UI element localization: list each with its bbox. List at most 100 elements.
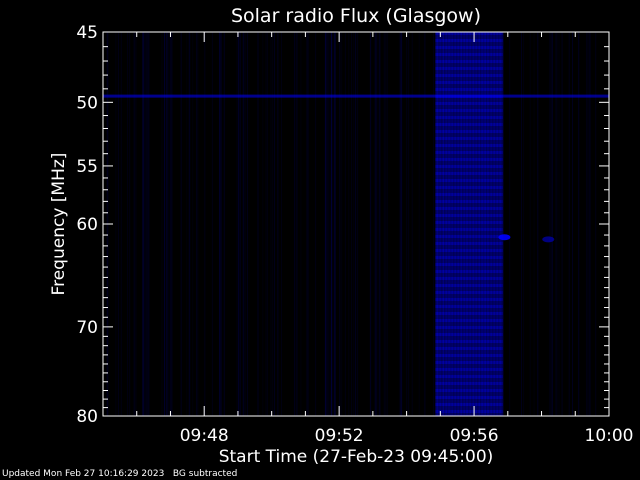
burst-stripe xyxy=(435,256,503,259)
noise-column xyxy=(344,32,346,416)
noise-column xyxy=(146,32,148,416)
noise-column xyxy=(384,32,385,416)
noise-column xyxy=(197,32,199,416)
noise-column xyxy=(521,32,522,416)
burst-stripe xyxy=(435,53,503,56)
noise-column xyxy=(465,32,467,416)
noise-column xyxy=(242,32,244,416)
noise-column xyxy=(306,32,308,416)
noise-column xyxy=(307,32,309,416)
updated-timestamp: Updated Mon Feb 27 10:16:29 2023 xyxy=(2,469,165,479)
burst-column-gap xyxy=(456,32,458,416)
x-tick-label: 09:52 xyxy=(315,426,364,446)
noise-column xyxy=(188,32,189,416)
x-tick-label: 09:56 xyxy=(450,426,499,446)
noise-column xyxy=(378,32,380,416)
burst-stripe xyxy=(435,410,503,413)
noise-column xyxy=(277,32,279,416)
burst-stripe xyxy=(435,186,503,189)
burst-stripe xyxy=(435,137,503,140)
burst-column-gap xyxy=(468,32,470,416)
noise-column xyxy=(551,32,553,416)
noise-column xyxy=(171,32,173,416)
burst-stripe xyxy=(435,305,503,308)
burst-stripe xyxy=(435,382,503,385)
noise-column xyxy=(355,32,357,416)
noise-column xyxy=(129,32,131,416)
burst-stripe xyxy=(435,123,503,126)
noise-column xyxy=(406,32,408,416)
noise-column xyxy=(236,32,238,416)
noise-column xyxy=(143,32,145,416)
noise-column xyxy=(277,32,279,416)
noise-column xyxy=(164,32,166,416)
burst-stripe xyxy=(435,242,503,245)
burst-stripe xyxy=(435,249,503,252)
burst-stripe xyxy=(435,214,503,217)
burst-column-gap xyxy=(438,32,440,416)
burst-stripe xyxy=(435,151,503,154)
noise-column xyxy=(223,32,225,416)
burst-stripe xyxy=(435,228,503,231)
noise-column xyxy=(551,32,553,416)
noise-column xyxy=(589,32,591,416)
y-tick-label: 60 xyxy=(76,215,98,235)
noise-column xyxy=(568,32,570,416)
noise-column xyxy=(324,32,326,416)
noise-column xyxy=(242,32,244,416)
burst-stripe xyxy=(435,340,503,343)
noise-column xyxy=(331,32,333,416)
burst-column-gap xyxy=(483,32,485,416)
burst-column-gap xyxy=(435,32,437,416)
burst-stripe xyxy=(435,375,503,378)
noise-column xyxy=(333,32,335,416)
noise-column xyxy=(244,32,246,416)
noise-column xyxy=(473,32,475,416)
noise-column xyxy=(120,32,122,416)
noise-column xyxy=(326,32,328,416)
noise-column xyxy=(325,32,327,416)
noise-column xyxy=(117,32,119,416)
y-axis-label: Frequency [MHz] xyxy=(49,153,69,296)
burst-column-gap xyxy=(453,32,455,416)
burst-stripe xyxy=(435,333,503,336)
noise-column xyxy=(443,32,444,416)
noise-column xyxy=(549,32,551,416)
burst-stripe xyxy=(435,354,503,357)
noise-column xyxy=(169,32,171,416)
burst-column-gap xyxy=(471,32,473,416)
noise-column xyxy=(307,32,309,416)
chart-title: Solar radio Flux (Glasgow) xyxy=(231,5,481,27)
burst-stripe xyxy=(435,221,503,224)
interference-line xyxy=(103,94,609,98)
noise-column xyxy=(327,32,329,416)
burst-stripe xyxy=(435,158,503,161)
burst-stripe xyxy=(435,368,503,371)
noise-column xyxy=(300,32,301,416)
noise-column xyxy=(437,32,439,416)
noise-column xyxy=(369,32,371,416)
y-tick-label: 45 xyxy=(76,23,98,43)
noise-column xyxy=(558,32,560,416)
noise-column xyxy=(351,32,353,416)
noise-column xyxy=(170,32,172,416)
burst-column-gap xyxy=(444,32,446,416)
burst-stripe xyxy=(435,326,503,329)
noise-column xyxy=(142,32,144,416)
burst-stripe xyxy=(435,291,503,294)
burst-column-gap xyxy=(501,32,503,416)
noise-column xyxy=(374,32,376,416)
noise-column xyxy=(196,32,198,416)
burst-stripe xyxy=(435,102,503,105)
signal-spot xyxy=(498,234,511,241)
noise-column xyxy=(147,32,149,416)
noise-column xyxy=(578,32,580,416)
noise-column xyxy=(354,32,356,416)
y-tick-label: 50 xyxy=(76,93,98,113)
noise-column xyxy=(400,32,402,416)
burst-stripe xyxy=(435,81,503,84)
noise-column xyxy=(189,32,191,416)
burst-stripe xyxy=(435,207,503,210)
